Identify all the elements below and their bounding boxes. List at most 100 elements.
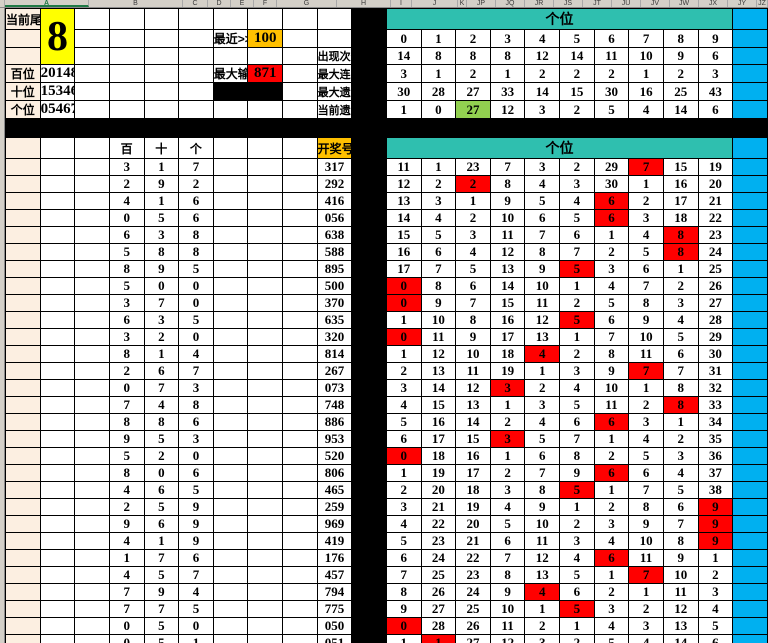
- draw-units[interactable]: 1: [178, 634, 214, 643]
- empty-cell[interactable]: [39, 617, 76, 635]
- draw-tens[interactable]: 1: [143, 192, 180, 210]
- miss-cell[interactable]: 1: [593, 566, 630, 584]
- miss-cell[interactable]: 8: [593, 345, 630, 363]
- empty-cell[interactable]: [212, 396, 249, 414]
- miss-cell[interactable]: 30: [593, 175, 630, 193]
- miss-cell[interactable]: 1: [489, 396, 526, 414]
- miss-cell[interactable]: 4: [559, 379, 595, 397]
- miss-cell[interactable]: 14: [420, 379, 457, 397]
- miss-cell[interactable]: 4: [455, 243, 491, 261]
- empty-cell[interactable]: [247, 209, 283, 227]
- empty-cell[interactable]: [212, 137, 249, 159]
- draw-units[interactable]: 3: [178, 379, 214, 397]
- empty-cell[interactable]: [178, 82, 214, 101]
- miss-cell[interactable]: 8: [559, 447, 595, 465]
- miss-cell[interactable]: 14: [489, 277, 526, 295]
- stat-value[interactable]: 43: [697, 82, 734, 101]
- draw-units[interactable]: 5: [178, 260, 214, 278]
- draw-hundreds[interactable]: 8: [108, 413, 145, 431]
- empty-cell[interactable]: [178, 29, 214, 48]
- draw-units[interactable]: 8: [178, 226, 214, 244]
- hit-cell[interactable]: 3: [489, 379, 526, 397]
- miss-cell[interactable]: 2: [559, 158, 595, 176]
- empty-cell[interactable]: [74, 583, 110, 601]
- miss-cell[interactable]: 6: [385, 430, 422, 448]
- hit-cell[interactable]: 6: [593, 464, 630, 482]
- miss-cell[interactable]: 12: [524, 549, 560, 567]
- empty-cell[interactable]: [74, 464, 110, 482]
- empty-cell[interactable]: [282, 430, 318, 448]
- empty-cell[interactable]: [282, 328, 318, 346]
- miss-cell[interactable]: 7: [420, 260, 457, 278]
- miss-cell[interactable]: 7: [559, 243, 595, 261]
- draw-units[interactable]: 7: [178, 158, 214, 176]
- empty-cell[interactable]: [282, 137, 318, 159]
- column-header-JT[interactable]: JT: [583, 0, 612, 7]
- miss-cell[interactable]: 1: [524, 362, 560, 380]
- empty-cell[interactable]: [282, 617, 318, 635]
- empty-cell[interactable]: [5, 345, 41, 363]
- empty-cell[interactable]: [74, 600, 110, 618]
- empty-cell[interactable]: [108, 100, 145, 119]
- miss-cell[interactable]: 2: [385, 362, 422, 380]
- miss-cell[interactable]: 19: [697, 158, 734, 176]
- empty-cell[interactable]: [74, 137, 110, 159]
- empty-cell[interactable]: [247, 277, 283, 295]
- draw-hundreds[interactable]: 5: [108, 447, 145, 465]
- draw-units[interactable]: 8: [178, 396, 214, 414]
- draw-number[interactable]: 520: [316, 447, 353, 465]
- draw-tens[interactable]: 7: [143, 549, 180, 567]
- miss-cell[interactable]: 9: [662, 549, 699, 567]
- draw-hundreds[interactable]: 2: [108, 175, 145, 193]
- empty-cell[interactable]: [39, 515, 76, 533]
- miss-cell[interactable]: 2: [559, 294, 595, 312]
- miss-cell[interactable]: 4: [662, 464, 699, 482]
- miss-cell[interactable]: 13: [455, 396, 491, 414]
- miss-cell[interactable]: 3: [628, 413, 664, 431]
- draw-number[interactable]: 370: [316, 294, 353, 312]
- empty-cell[interactable]: [74, 192, 110, 210]
- stat-value[interactable]: 1: [420, 64, 457, 83]
- hit-cell[interactable]: 0: [385, 277, 422, 295]
- digit-header[interactable]: 0: [385, 29, 422, 48]
- miss-cell[interactable]: 1: [593, 481, 630, 499]
- empty-cell[interactable]: [74, 447, 110, 465]
- digit-header[interactable]: 9: [697, 29, 734, 48]
- empty-cell[interactable]: [247, 379, 283, 397]
- miss-cell[interactable]: 11: [524, 532, 560, 550]
- miss-cell[interactable]: 2: [593, 243, 630, 261]
- miss-cell[interactable]: 8: [628, 498, 664, 516]
- stat-value[interactable]: 2: [524, 64, 560, 83]
- empty-cell[interactable]: [282, 345, 318, 363]
- empty-cell[interactable]: [74, 226, 110, 244]
- miss-cell[interactable]: 15: [420, 396, 457, 414]
- stat-value[interactable]: 27: [455, 82, 491, 101]
- stat-value[interactable]: 16: [628, 82, 664, 101]
- miss-cell[interactable]: 6: [628, 464, 664, 482]
- empty-cell[interactable]: [5, 583, 41, 601]
- draw-tens[interactable]: 6: [143, 362, 180, 380]
- miss-cell[interactable]: 12: [489, 243, 526, 261]
- draw-number[interactable]: 465: [316, 481, 353, 499]
- empty-cell[interactable]: [282, 64, 318, 83]
- empty-cell[interactable]: [39, 294, 76, 312]
- miss-cell[interactable]: 35: [697, 430, 734, 448]
- miss-cell[interactable]: 28: [697, 311, 734, 329]
- miss-cell[interactable]: 4: [662, 311, 699, 329]
- draw-hundreds[interactable]: 8: [108, 260, 145, 278]
- recent-period-label[interactable]: 最近>>期: [212, 29, 249, 48]
- empty-cell[interactable]: [247, 345, 283, 363]
- stat-value[interactable]: 1: [385, 100, 422, 119]
- empty-cell[interactable]: [5, 464, 41, 482]
- miss-cell[interactable]: 5: [524, 192, 560, 210]
- empty-cell[interactable]: [247, 137, 283, 159]
- stat-value[interactable]: 14: [559, 47, 595, 65]
- miss-cell[interactable]: 16: [385, 243, 422, 261]
- empty-cell[interactable]: [74, 481, 110, 499]
- miss-cell[interactable]: 9: [628, 515, 664, 533]
- draw-hundreds[interactable]: 6: [108, 311, 145, 329]
- empty-cell[interactable]: [74, 362, 110, 380]
- position-label[interactable]: 个位: [5, 100, 41, 119]
- miss-cell[interactable]: 7: [455, 294, 491, 312]
- empty-cell[interactable]: [212, 192, 249, 210]
